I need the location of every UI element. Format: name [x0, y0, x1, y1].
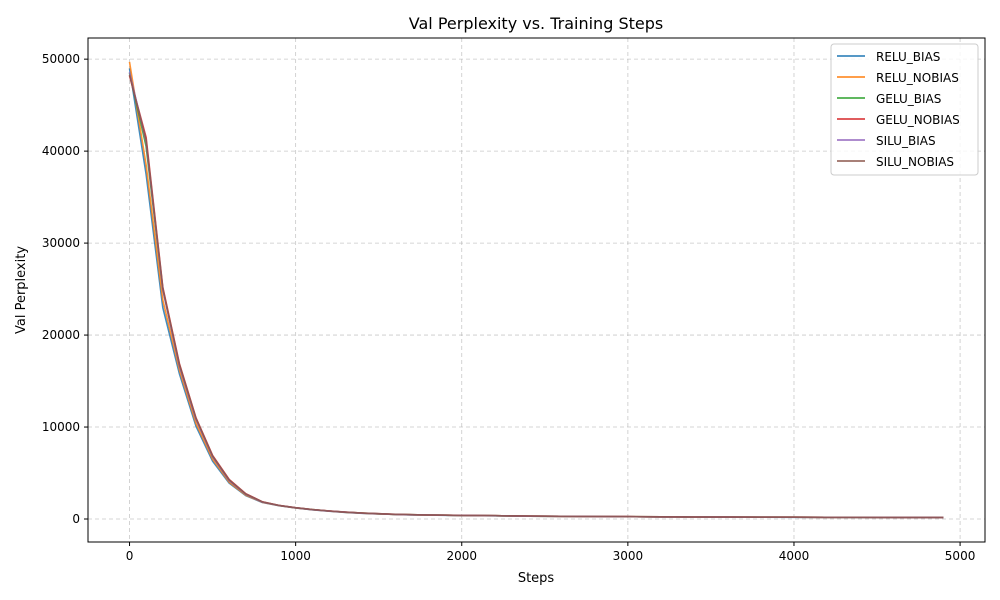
chart-title: Val Perplexity vs. Training Steps: [409, 14, 663, 33]
legend-box: [830, 43, 979, 176]
legend: RELU_BIAS RELU_NOBIAS GELU_BIAS GELU_NOBIAS…: [830, 43, 979, 176]
y-tick-label: 40000: [42, 144, 80, 158]
series-line-silu-bias: [128, 71, 944, 519]
legend-label-silu-bias: SILU_BIAS: [876, 134, 936, 148]
series-line-gelu-nobias: [128, 75, 944, 519]
x-tick-label: 5000: [945, 549, 976, 563]
legend-label-relu-bias: RELU_BIAS: [876, 50, 940, 64]
series-line-gelu-bias: [128, 72, 944, 519]
y-tick-label: 20000: [42, 328, 80, 342]
y-tick-label: 30000: [42, 236, 80, 250]
x-tick-label: 4000: [779, 549, 810, 563]
legend-label-relu-nobias: RELU_NOBIAS: [876, 71, 959, 85]
series-line-silu-nobias: [128, 74, 944, 519]
axis-ticks: 0 1000 2000 3000 4000 50000100002000030000400…: [42, 52, 976, 563]
plot-area-frame: [87, 37, 986, 543]
series-lines: [128, 61, 944, 519]
y-tick-label: 50000: [42, 52, 80, 66]
legend-label-silu-nobias: SILU_NOBIAS: [876, 155, 954, 169]
x-tick-label: 0: [126, 549, 134, 563]
x-axis-label: Steps: [518, 571, 555, 586]
legend-label-gelu-nobias: GELU_NOBIAS: [876, 113, 960, 127]
legend-label-gelu-bias: GELU_BIAS: [876, 92, 941, 106]
series-line-relu-bias: [128, 68, 944, 519]
x-tick-label: 1000: [280, 549, 311, 563]
y-axis-label: Val Perplexity: [14, 246, 29, 334]
series-line-relu-nobias: [128, 61, 944, 519]
y-tick-label: 10000: [42, 420, 80, 434]
x-tick-label: 3000: [613, 549, 644, 563]
y-tick-label: 0: [72, 512, 80, 526]
x-tick-label: 2000: [446, 549, 477, 563]
